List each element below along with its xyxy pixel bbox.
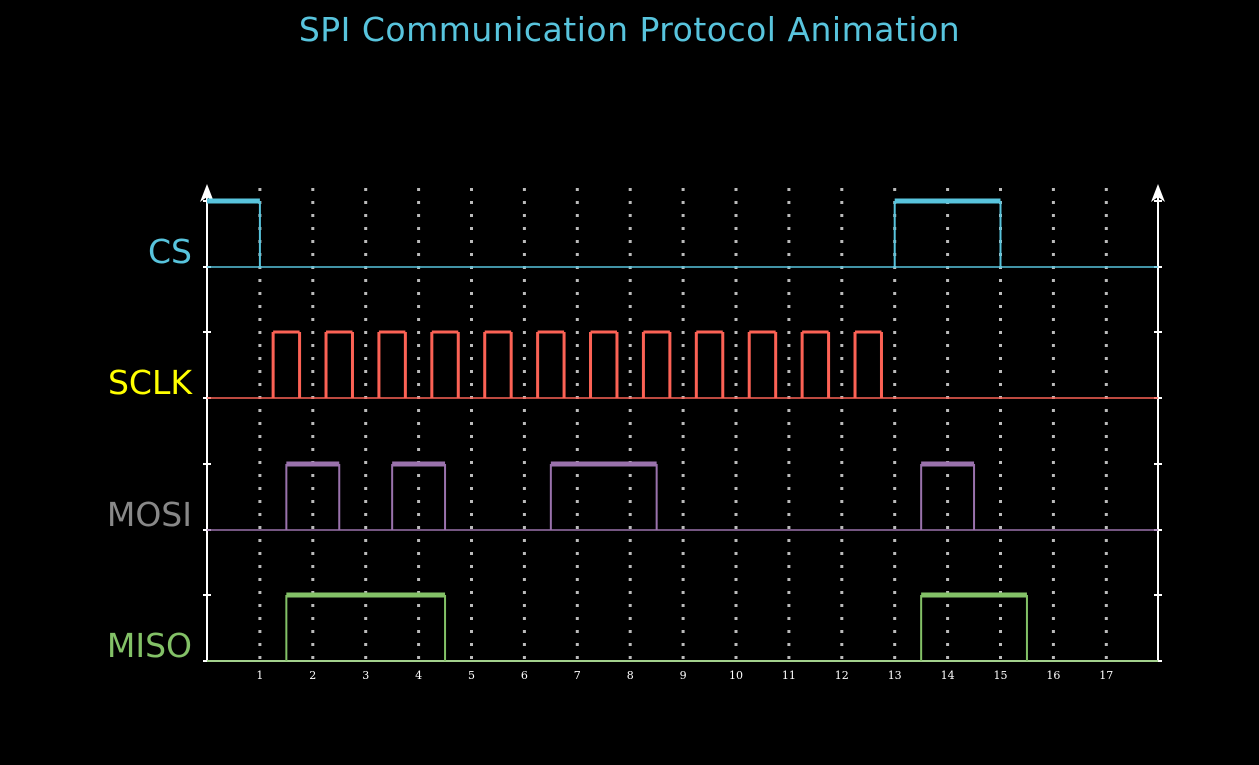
signal-mosi-trace [207, 461, 1158, 531]
tick-label: 14 [941, 669, 955, 682]
tick-label: 2 [309, 669, 316, 682]
time-gridlines [258, 188, 1108, 661]
tick-label: 4 [415, 669, 422, 682]
tick-label: 15 [994, 669, 1008, 682]
axis-arrow-icon [200, 184, 214, 202]
tick-label: 11 [782, 669, 796, 682]
signal-label-mosi: MOSI [107, 495, 192, 534]
signal-label-miso: MISO [107, 626, 192, 665]
tick-label: 6 [521, 669, 528, 682]
tick-label: 17 [1099, 669, 1113, 682]
axis-arrow-icon [1151, 184, 1165, 202]
time-tick-labels: 1 2 3 4 5 6 7 8 9 10 11 12 13 14 15 16 17 [256, 669, 1113, 682]
tick-label: 10 [729, 669, 743, 682]
signal-labels: CS SCLK MOSI MISO [107, 232, 193, 665]
tick-label: 8 [627, 669, 634, 682]
tick-label: 7 [574, 669, 581, 682]
tick-label: 9 [680, 669, 687, 682]
tick-label: 5 [468, 669, 475, 682]
tick-label: 3 [362, 669, 369, 682]
tick-label: 12 [835, 669, 849, 682]
signal-label-cs: CS [148, 232, 192, 271]
diagram-title: SPI Communication Protocol Animation [298, 10, 961, 49]
signal-cs-trace [207, 198, 1158, 268]
tick-label: 13 [888, 669, 902, 682]
signal-traces [207, 198, 1158, 662]
signal-sclk-trace [207, 330, 1158, 399]
signal-label-sclk: SCLK [108, 363, 193, 402]
tick-label: 1 [256, 669, 263, 682]
tick-label: 16 [1046, 669, 1060, 682]
signal-miso-trace [207, 592, 1158, 662]
